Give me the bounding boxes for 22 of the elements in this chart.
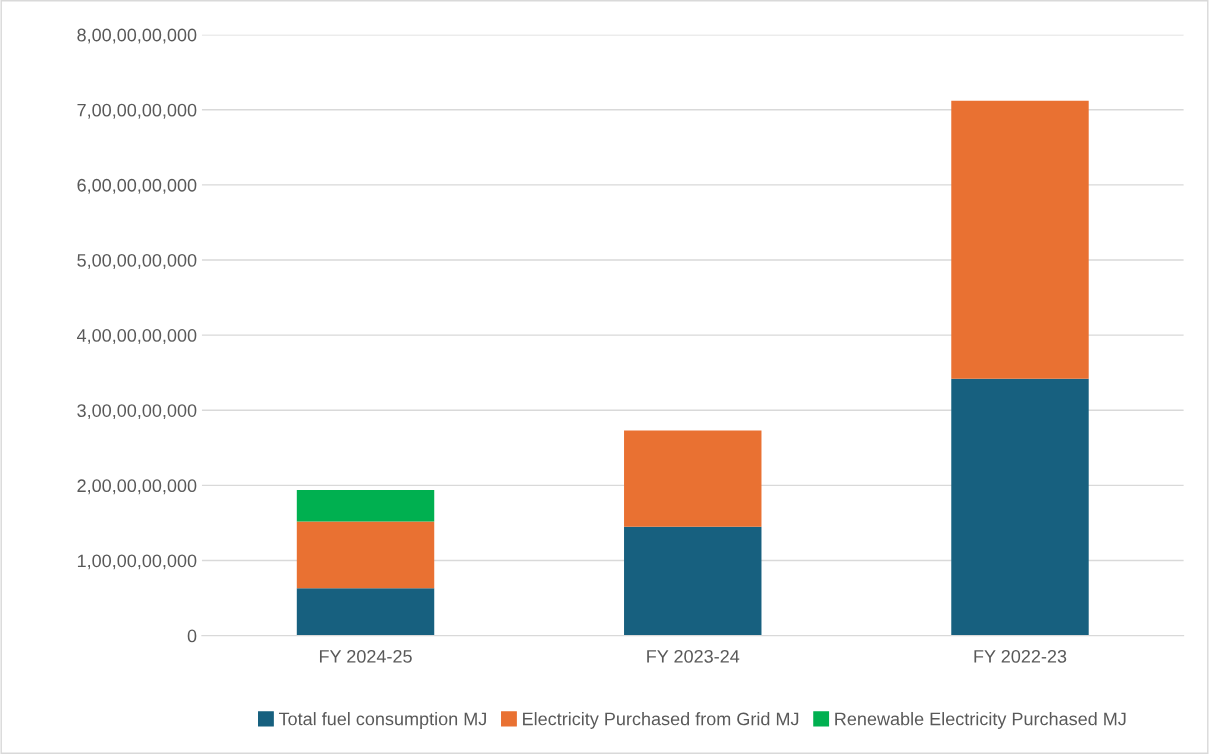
legend-label: Total fuel consumption MJ (278, 712, 486, 729)
bar (296, 489, 435, 522)
y-tick-label: 1,00,00,00,000 (77, 554, 197, 570)
x-tick-label: FY 2024-25 (319, 649, 412, 663)
bar (296, 588, 435, 636)
y-tick-label: 4,00,00,00,000 (76, 329, 197, 345)
legend-label: Electricity Purchased from Grid MJ (523, 712, 799, 729)
bar (296, 521, 435, 589)
y-tick-label: 8,00,00,00,000 (77, 28, 197, 44)
y-tick-label: 3,00,00,00,000 (77, 404, 197, 420)
x-tick-label: FY 2022-23 (974, 649, 1067, 663)
x-tick-label: FY 2023-24 (647, 649, 740, 663)
y-tick-label: 5,00,00,00,000 (77, 253, 197, 269)
y-tick-label: 6,00,00,00,000 (77, 178, 197, 194)
bar (624, 430, 762, 527)
bar (951, 100, 1089, 379)
y-tick-label: 0 (187, 629, 197, 643)
bar (624, 526, 762, 636)
y-tick-label: 7,00,00,00,000 (77, 103, 197, 119)
legend-label: Renewable Electricity Purchased MJ (835, 712, 1126, 729)
bar (951, 378, 1089, 636)
y-tick-label: 2,00,00,00,000 (77, 479, 197, 495)
